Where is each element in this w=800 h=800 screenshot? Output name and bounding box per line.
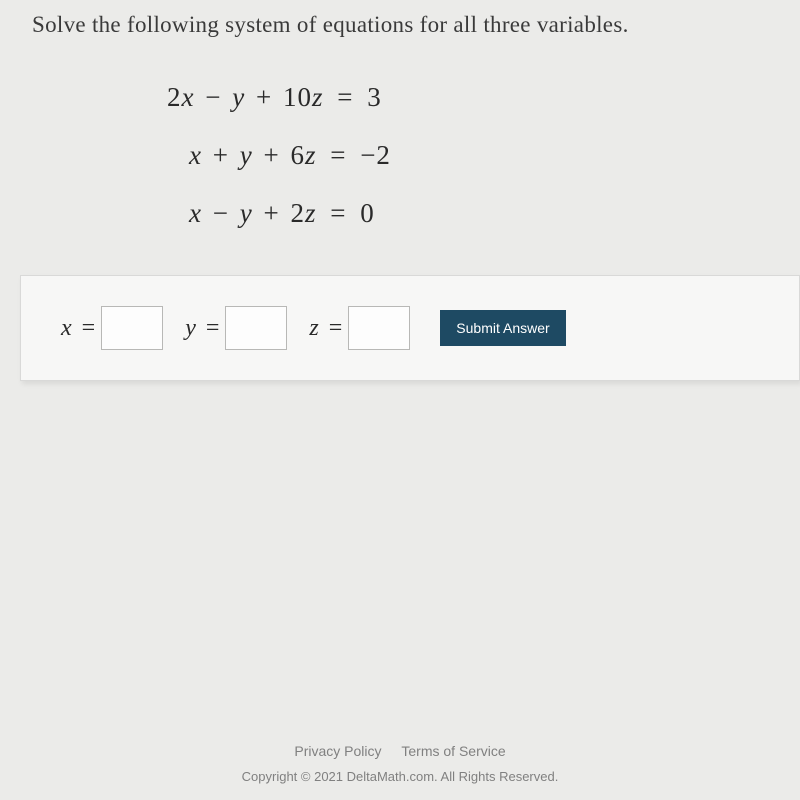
- answer-input-y[interactable]: [225, 306, 287, 350]
- answer-label-y: y =: [185, 315, 219, 342]
- answer-label-x: x =: [61, 315, 95, 342]
- answer-y: y =: [185, 306, 287, 350]
- equation-1: 2x − y + 10z = 3: [167, 82, 800, 113]
- answer-input-x[interactable]: [101, 306, 163, 350]
- instruction-text: Solve the following system of equations …: [32, 12, 800, 38]
- page-footer: Privacy Policy Terms of Service Copyrigh…: [0, 743, 800, 784]
- footer-links: Privacy Policy Terms of Service: [0, 743, 800, 759]
- terms-link[interactable]: Terms of Service: [401, 743, 505, 759]
- equation-3: x − y + 2z = 0: [189, 198, 800, 229]
- submit-button[interactable]: Submit Answer: [440, 310, 565, 346]
- exercise-page: Solve the following system of equations …: [0, 0, 800, 381]
- answer-row: x = y = z = Submit Answer: [20, 275, 800, 381]
- equations-block: 2x − y + 10z = 3 x + y + 6z = −2 x − y +…: [167, 82, 800, 229]
- answer-input-z[interactable]: [348, 306, 410, 350]
- footer-copyright: Copyright © 2021 DeltaMath.com. All Righ…: [0, 769, 800, 784]
- privacy-link[interactable]: Privacy Policy: [294, 743, 381, 759]
- equation-2: x + y + 6z = −2: [189, 140, 800, 171]
- answer-x: x =: [61, 306, 163, 350]
- answer-z: z =: [309, 306, 410, 350]
- answer-label-z: z =: [309, 315, 342, 342]
